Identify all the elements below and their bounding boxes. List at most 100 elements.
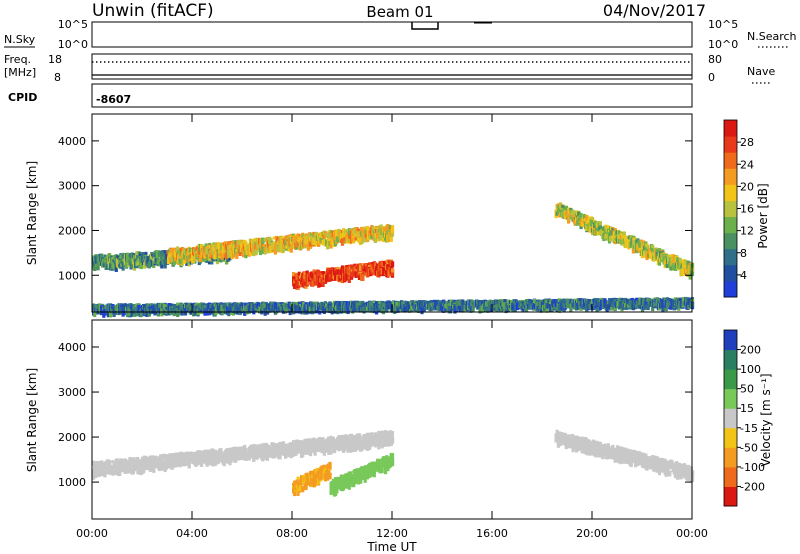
echo-cell	[359, 265, 363, 272]
velocity-plot-area	[92, 320, 692, 519]
echo-cell	[370, 306, 374, 312]
echo-cell	[356, 263, 360, 272]
echo-cell	[645, 247, 649, 251]
echo-rising-band	[167, 224, 395, 266]
echo-cell	[293, 281, 297, 289]
nsky-label: N.Sky	[4, 33, 36, 46]
velocity-echoes	[92, 429, 695, 497]
echo-cell	[173, 255, 177, 262]
echo-cell	[100, 466, 104, 471]
echo-cell	[311, 307, 315, 315]
echo-cell	[364, 227, 368, 233]
echo-cell	[163, 260, 167, 269]
power-colorbar-label: Power [dB]	[756, 183, 770, 248]
nave-label: Nave	[747, 65, 775, 78]
echo-cell	[613, 228, 617, 232]
echo-cell	[156, 309, 160, 317]
echo-cell	[579, 212, 583, 219]
echo-cell	[144, 251, 148, 259]
echo-cell	[619, 236, 623, 240]
echo-cell	[105, 465, 109, 473]
echo-cell	[425, 300, 429, 306]
echo-cell	[95, 464, 99, 472]
echo-cell	[364, 263, 368, 267]
echo-cell	[261, 303, 265, 311]
y-tick-label: 1000	[58, 269, 86, 282]
echo-cell	[225, 252, 229, 260]
echo-cell	[569, 304, 573, 313]
echo-cell	[582, 214, 587, 218]
echo-cell	[567, 299, 571, 305]
echo-cell	[347, 275, 351, 283]
echo-cell	[152, 253, 156, 258]
echo-cell	[101, 469, 105, 475]
freq-tick-low: 8	[54, 71, 61, 84]
echo-cell	[92, 472, 96, 480]
echo-cell	[389, 234, 393, 242]
echo-cell	[606, 304, 610, 309]
echo-dawn-echoes	[554, 202, 695, 280]
echo-cell	[285, 244, 289, 249]
echo-cell	[390, 230, 395, 237]
colorbar-segment	[724, 216, 737, 234]
echo-cell	[337, 228, 341, 233]
echo-cell	[340, 233, 345, 241]
echo-cell	[643, 250, 647, 258]
echo-cell	[313, 277, 317, 286]
echo-cell	[204, 243, 208, 247]
echo-cell	[585, 215, 589, 221]
echo-cell	[594, 298, 598, 303]
echo-cell	[378, 234, 382, 241]
cpid-label: CPID	[8, 91, 37, 104]
echo-cell	[370, 232, 374, 240]
echo-cell	[609, 232, 613, 237]
echo-cell	[390, 225, 395, 234]
colorbar-segment	[724, 136, 737, 153]
echo-cell	[336, 269, 340, 274]
echo-cell	[312, 237, 316, 245]
echo-cell	[218, 244, 222, 252]
power-plot-area	[92, 114, 692, 312]
echo-cell	[631, 245, 635, 254]
echo-cell	[461, 299, 465, 305]
colorbar-tick-label: 24	[740, 158, 754, 171]
echo-cell	[373, 235, 377, 243]
echo-cell	[195, 302, 199, 306]
nsky-tick-high: 10^5	[58, 18, 88, 31]
echo-cell	[555, 206, 559, 211]
echo-cell	[678, 257, 682, 262]
echo-cell	[252, 307, 256, 315]
echo-cell	[645, 252, 649, 261]
echo-cell	[681, 268, 685, 274]
echo-cell	[351, 264, 355, 272]
echo-cell	[209, 249, 213, 257]
echo-cell	[510, 299, 514, 305]
echo-cell	[545, 305, 549, 313]
colorbar-tick-label: 8	[740, 247, 747, 260]
echo-cell	[390, 261, 395, 268]
nave-tick-low: 0	[708, 71, 715, 84]
colorbar-segment	[724, 232, 737, 250]
echo-cell	[587, 216, 591, 221]
echo-cell	[596, 299, 600, 303]
cpid-value: -8607	[96, 93, 131, 106]
echo-cell	[157, 250, 162, 256]
echo-strong-echo	[292, 259, 395, 290]
echo-cell	[292, 272, 296, 277]
echo-cell	[235, 251, 239, 259]
echo-cell	[118, 257, 122, 264]
echo-cell	[627, 238, 631, 246]
echo-cell	[321, 279, 325, 287]
echo-cell	[567, 216, 571, 224]
echo-cell	[126, 252, 130, 258]
echo-cell	[178, 308, 182, 315]
y-tick-label: 4000	[58, 135, 86, 148]
echo-cell	[386, 224, 390, 231]
echo-cell	[644, 241, 648, 245]
freq-label: Freq.	[4, 53, 31, 66]
echo-cell	[598, 224, 602, 231]
echo-cell	[354, 270, 358, 276]
echo-cell	[273, 246, 277, 255]
